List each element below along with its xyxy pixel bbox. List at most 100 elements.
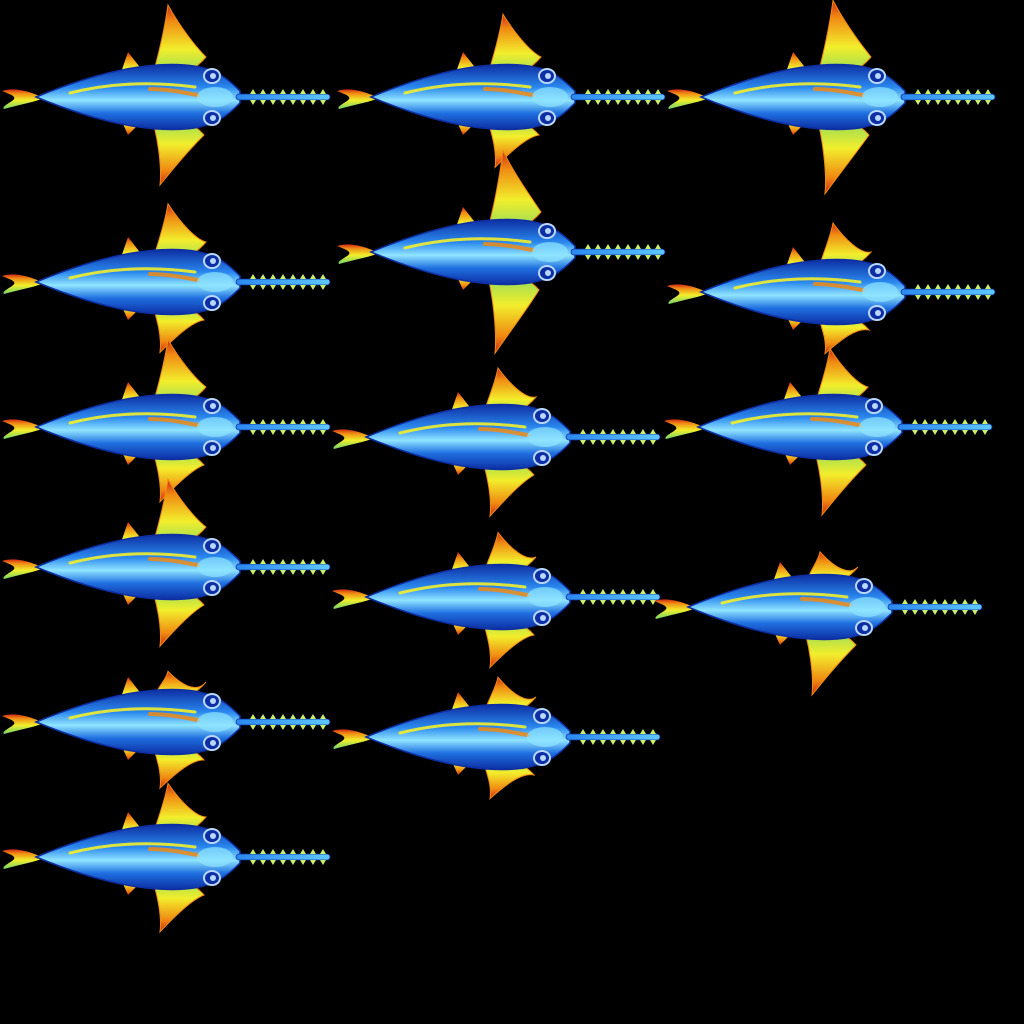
saw-tooth	[985, 284, 991, 289]
lateral-stripe	[148, 847, 200, 857]
pupil	[210, 445, 216, 451]
saw-tooth	[600, 589, 606, 594]
saw-tooth	[965, 295, 971, 300]
saw-tooth	[922, 610, 928, 615]
saw-tooth	[585, 89, 591, 94]
tail-fin	[664, 419, 704, 439]
pupil	[875, 310, 881, 316]
saw-tooth	[280, 285, 286, 290]
saw-tooth	[250, 430, 256, 435]
saw-tooth	[585, 255, 591, 260]
saw-tooth	[605, 100, 611, 105]
saw-tooth	[935, 295, 941, 300]
saw-tooth	[615, 255, 621, 260]
sawfish-sprite-frame-5	[335, 149, 666, 356]
tail-fin	[2, 559, 42, 579]
lateral-stripe	[148, 712, 200, 722]
saw-tooth	[300, 419, 306, 424]
saw-tooth	[912, 419, 918, 424]
saw-tooth	[955, 100, 961, 105]
saw-tooth	[260, 559, 266, 564]
saw-tooth	[250, 849, 256, 854]
saw-tooth	[985, 89, 991, 94]
saw-tooth	[630, 440, 636, 445]
saw-tooth	[270, 559, 276, 564]
pupil	[872, 445, 878, 451]
tail-fin	[332, 589, 372, 609]
saw-tooth	[260, 274, 266, 279]
saw-tooth	[605, 255, 611, 260]
saw-rostrum	[235, 563, 331, 571]
saw-tooth	[955, 295, 961, 300]
saw-tooth	[605, 244, 611, 249]
saw-tooth	[942, 610, 948, 615]
tail-fin	[654, 599, 694, 619]
sawfish-sprite-frame-2	[335, 0, 666, 200]
lateral-stripe	[478, 427, 530, 437]
saw-tooth	[250, 570, 256, 575]
tail-fin	[337, 89, 377, 109]
lateral-stripe	[478, 727, 530, 737]
saw-tooth	[320, 100, 326, 105]
saw-tooth	[310, 849, 316, 854]
saw-tooth	[320, 559, 326, 564]
lateral-stripe	[483, 87, 535, 97]
saw-rostrum	[235, 718, 331, 726]
tail-fin	[667, 89, 707, 109]
saw-tooth	[310, 430, 316, 435]
lateral-stripe	[813, 87, 865, 97]
saw-tooth	[270, 849, 276, 854]
saw-tooth	[645, 89, 651, 94]
saw-tooth	[952, 610, 958, 615]
saw-tooth	[310, 419, 316, 424]
saw-tooth	[590, 589, 596, 594]
saw-tooth	[320, 570, 326, 575]
tail-fin	[337, 244, 377, 264]
lateral-stripe	[730, 412, 859, 425]
saw-tooth	[630, 600, 636, 605]
saw-tooth	[300, 714, 306, 719]
saw-tooth	[250, 725, 256, 730]
saw-tooth	[280, 419, 286, 424]
pupil	[540, 615, 546, 621]
saw-tooth	[935, 284, 941, 289]
saw-tooth	[270, 100, 276, 105]
lateral-stripe	[148, 272, 200, 282]
pupil	[210, 698, 216, 704]
sawfish-sprite-frame-13	[0, 625, 331, 825]
saw-tooth	[600, 740, 606, 745]
pupil	[540, 755, 546, 761]
sawfish-sprite-frame-9	[662, 330, 993, 530]
head-highlight	[532, 87, 568, 107]
saw-tooth	[280, 274, 286, 279]
saw-tooth	[290, 89, 296, 94]
saw-tooth	[300, 89, 306, 94]
pupil	[875, 268, 881, 274]
saw-tooth	[975, 284, 981, 289]
lateral-stripe	[68, 552, 197, 565]
head-highlight	[197, 847, 233, 867]
pupil	[210, 585, 216, 591]
saw-tooth	[625, 255, 631, 260]
head-highlight	[862, 87, 898, 107]
head-highlight	[527, 427, 563, 447]
sawfish-sprite-frame-8	[330, 340, 661, 540]
tail-fin	[2, 89, 42, 109]
saw-tooth	[280, 430, 286, 435]
saw-tooth	[945, 100, 951, 105]
saw-tooth	[620, 600, 626, 605]
pupil	[540, 573, 546, 579]
saw-tooth	[650, 440, 656, 445]
head-highlight	[197, 417, 233, 437]
saw-tooth	[300, 285, 306, 290]
saw-tooth	[985, 100, 991, 105]
saw-tooth	[952, 419, 958, 424]
saw-tooth	[962, 430, 968, 435]
saw-tooth	[945, 284, 951, 289]
saw-tooth	[952, 599, 958, 604]
pupil	[210, 403, 216, 409]
saw-tooth	[320, 89, 326, 94]
saw-tooth	[922, 599, 928, 604]
saw-tooth	[625, 89, 631, 94]
saw-tooth	[902, 599, 908, 604]
